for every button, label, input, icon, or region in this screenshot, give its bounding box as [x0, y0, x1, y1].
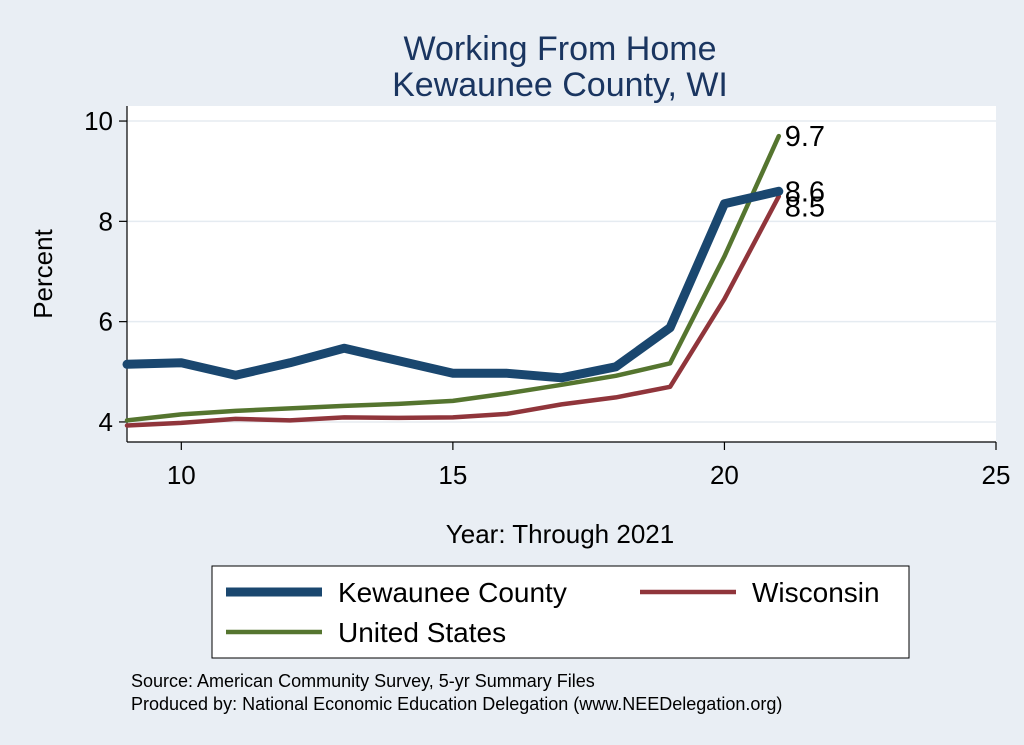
- series-line-kewaunee-county: [122, 186, 784, 383]
- chart-title: Working From Home: [404, 30, 717, 68]
- end-labels: 8.68.5 9.7: [785, 121, 825, 223]
- y-tick-label: 4: [99, 407, 113, 437]
- y-axis-ticks: 4 6 8 10: [84, 106, 127, 437]
- legend-label-wisconsin: Wisconsin: [752, 577, 880, 608]
- legend-box: [211, 565, 910, 659]
- series-lines: [122, 133, 784, 428]
- x-tick-label: 15: [438, 460, 467, 490]
- legend-label-united-states: United States: [338, 617, 506, 648]
- legend: Kewaunee County Wisconsin United States: [226, 577, 880, 648]
- series-line-wisconsin: [124, 194, 782, 428]
- x-tick-label: 25: [982, 460, 1011, 490]
- x-tick-label: 10: [167, 460, 196, 490]
- source-note: Source: American Community Survey, 5-yr …: [131, 671, 595, 691]
- x-axis-ticks: 10 15 20 25: [167, 442, 1011, 490]
- y-tick-label: 8: [99, 206, 113, 236]
- y-tick-label: 10: [84, 106, 113, 136]
- x-tick-label: 20: [710, 460, 739, 490]
- legend-label-kewaunee-county: Kewaunee County: [338, 577, 567, 608]
- producer-note: Produced by: National Economic Education…: [131, 694, 782, 714]
- y-axis-label: Percent: [28, 228, 58, 318]
- series-line-united-states: [124, 133, 782, 423]
- x-axis-label: Year: Through 2021: [446, 519, 674, 549]
- grid-lines: [127, 120, 996, 423]
- end-label-united-states: 9.7: [785, 121, 825, 153]
- plot-background: [127, 106, 996, 442]
- end-label-wisconsin: 8.5: [785, 191, 825, 223]
- chart-subtitle: Kewaunee County, WI: [392, 66, 728, 104]
- end-label-kewaunee-county: 8.6: [785, 176, 825, 208]
- y-tick-label: 6: [99, 307, 113, 337]
